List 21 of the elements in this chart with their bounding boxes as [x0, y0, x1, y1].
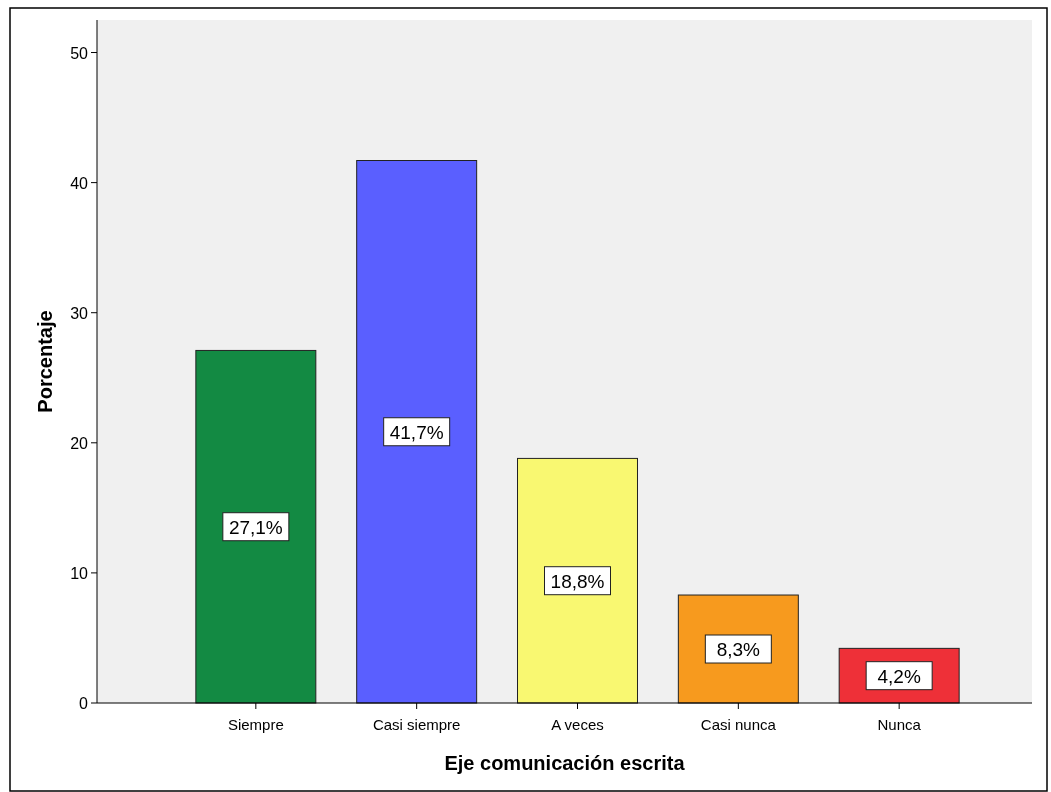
- x-tick-label: Casi nunca: [700, 716, 777, 733]
- y-axis-title: Porcentaje: [34, 310, 56, 413]
- y-tick-label: 30: [70, 304, 89, 322]
- x-tick-label: Siempre: [227, 716, 284, 733]
- data-label: 27,1%: [228, 516, 283, 538]
- x-tick-label: A veces: [551, 716, 604, 733]
- bar: [195, 349, 317, 704]
- bar: [356, 160, 478, 704]
- x-axis-title: Eje comunicación escrita: [444, 752, 686, 774]
- y-tick-label: 0: [79, 695, 89, 712]
- data-label: 4,2%: [877, 665, 921, 687]
- y-tick-label: 40: [70, 174, 89, 192]
- data-label: 8,3%: [716, 639, 761, 661]
- y-tick-label: 10: [70, 564, 89, 582]
- x-tick-label: Nunca: [877, 716, 922, 733]
- data-label: 41,7%: [389, 421, 444, 443]
- y-tick-label: 50: [70, 44, 89, 62]
- bar: [517, 457, 638, 704]
- data-label: 18,8%: [550, 570, 605, 592]
- y-tick-label: 20: [70, 434, 89, 452]
- x-tick-label: Casi siempre: [372, 716, 461, 733]
